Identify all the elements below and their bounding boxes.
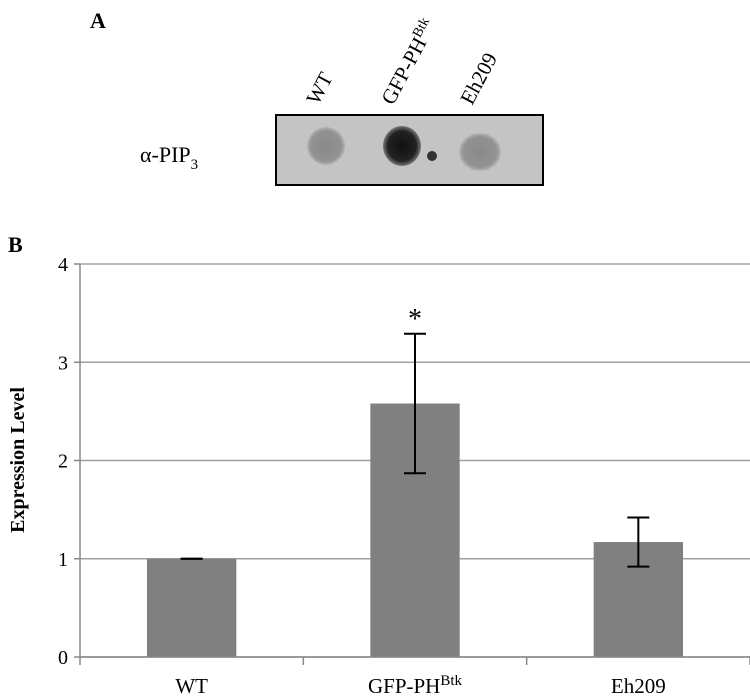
category-superscript: Btk bbox=[440, 673, 462, 689]
blot-speck bbox=[427, 151, 437, 161]
lane-label: WT bbox=[301, 68, 338, 108]
lane-name: WT bbox=[301, 68, 338, 108]
significance-annotation: * bbox=[408, 304, 422, 335]
category-name: Eh209 bbox=[611, 674, 666, 698]
y-tick-label: 3 bbox=[58, 352, 68, 374]
y-tick-label: 2 bbox=[58, 451, 68, 473]
x-tick-label: WT bbox=[175, 674, 208, 698]
blot-spot bbox=[383, 126, 421, 166]
panel-label: A bbox=[90, 8, 106, 33]
bar bbox=[147, 558, 237, 657]
y-tick-label: 0 bbox=[58, 647, 68, 669]
antibody-subscript: 3 bbox=[191, 157, 199, 173]
blot bbox=[275, 114, 544, 186]
y-tick-label: 1 bbox=[58, 549, 68, 571]
antibody-label: α-PIP3 bbox=[140, 142, 198, 173]
antibody: α-PIP bbox=[140, 142, 191, 167]
panel-label: B bbox=[8, 232, 23, 257]
lane-name: Eh209 bbox=[455, 49, 502, 109]
x-tick-label: Eh209 bbox=[611, 674, 666, 698]
lane-label: Eh209 bbox=[455, 49, 502, 109]
lane-label: GFP-PHBtk bbox=[376, 15, 441, 108]
category-name: GFP-PH bbox=[368, 674, 440, 698]
y-axis-title: Expression Level bbox=[7, 387, 29, 533]
lane-labels: WT GFP-PHBtk Eh209 bbox=[301, 15, 502, 108]
blot-spot bbox=[307, 127, 345, 165]
y-tick-label: 4 bbox=[58, 254, 68, 276]
category-name: WT bbox=[175, 674, 208, 698]
plot: 0 1 2 3 4 WT GFP-PHBtk Eh209 bbox=[58, 254, 750, 698]
x-tick-label: GFP-PHBtk bbox=[368, 673, 463, 698]
lane-name: GFP-PH bbox=[376, 33, 431, 108]
blot-spot bbox=[459, 133, 501, 171]
